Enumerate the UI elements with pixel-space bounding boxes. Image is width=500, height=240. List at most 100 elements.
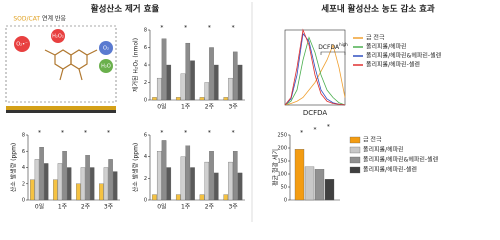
bar (190, 60, 195, 101)
bar (294, 149, 305, 201)
bar (112, 171, 118, 201)
legend-label: 폴리피롤/헤파린&헤파린-셀렌 (366, 52, 442, 60)
bar (324, 179, 335, 201)
bar (237, 64, 243, 101)
bar (190, 167, 195, 201)
bar (156, 77, 162, 101)
molecule-label: H₂O₂ (52, 34, 64, 40)
x-tick-label: 3주 (228, 104, 238, 111)
bar (204, 161, 210, 201)
gate-label-main: DCFDA (318, 44, 340, 51)
significance: * (232, 25, 235, 32)
molecule-icon (99, 59, 113, 73)
histogram-line (284, 32, 346, 106)
y-tick-label: 4 (144, 63, 147, 69)
y-tick-label: 6 (22, 149, 25, 155)
bar (237, 172, 243, 201)
bar (34, 159, 40, 201)
bar (89, 167, 95, 201)
legend-label: 금 전극 (366, 34, 385, 42)
significance: * (208, 130, 211, 137)
gate (320, 51, 346, 55)
histogram-line (284, 43, 346, 106)
x-tick-label: 0일 (157, 103, 166, 111)
bar (199, 97, 205, 101)
y-tick-label: 6 (144, 45, 147, 51)
bar (53, 179, 58, 201)
bar (223, 97, 229, 101)
bar (156, 151, 162, 201)
bar (152, 97, 157, 101)
molecule-label: H₂O (101, 64, 111, 70)
y-axis-label: 평균 형광 세기 (272, 149, 280, 186)
significance: * (84, 130, 87, 137)
x-tick-label: 3주 (228, 204, 238, 211)
y-tick-label: 0 (144, 98, 147, 104)
significance: * (300, 130, 303, 137)
x-tick-label: 2주 (205, 204, 215, 211)
histogram-line (284, 36, 346, 106)
gate-label: DCFDAhigh (318, 42, 348, 51)
y-tick-label: 4 (22, 165, 25, 171)
bar (180, 156, 186, 201)
legend-swatch (349, 146, 361, 154)
schematic-frame (5, 25, 117, 103)
x-tick-label: 1주 (181, 204, 191, 211)
molecule-icon (51, 29, 65, 43)
bar (30, 179, 35, 201)
x-tick-label: 1주 (181, 104, 191, 111)
bar (185, 145, 191, 201)
y-tick-label: 50 (281, 185, 287, 191)
molecule-icon (14, 36, 30, 52)
plot-frame (284, 29, 346, 106)
bar (43, 163, 49, 201)
bar (57, 163, 63, 201)
y-axis-label: 산소 발생량 (ppm) (10, 143, 18, 193)
bar (76, 183, 81, 201)
panel-title: 세포내 활성산소 농도 감소 효과 (321, 4, 435, 15)
page: 활성산소 제거 효율 세포내 활성산소 농도 감소 효과 SOD/CAT 연계 … (5, 2, 442, 222)
legend-swatch (349, 136, 361, 144)
bar (199, 194, 205, 201)
legend-label: 폴리피롤/헤파린 (366, 43, 407, 51)
y-tick-label: 100 (277, 172, 287, 178)
gate-label-sup: high (339, 42, 348, 47)
y-tick-label: 2 (144, 176, 147, 182)
bar (223, 194, 229, 201)
y-tick-label: 2 (144, 80, 147, 86)
bar (39, 147, 44, 201)
molecule (44, 49, 98, 81)
bar (85, 155, 90, 201)
molecule-label: O₂•⁻ (16, 42, 28, 48)
bar (161, 140, 167, 201)
bar (175, 97, 181, 101)
significance: * (314, 127, 317, 134)
legend-label: 폴리피롤/헤파린 (363, 146, 404, 154)
significance: * (327, 124, 330, 131)
y-tick-label: 2 (22, 181, 25, 187)
legend-label: 폴리피롤/헤파린-셀렌 (363, 166, 417, 174)
bar (166, 167, 172, 201)
y-tick-label: 0 (22, 198, 25, 204)
x-tick-label: 1주 (58, 204, 68, 211)
bar (175, 194, 181, 201)
legend-swatch (349, 156, 361, 164)
bar (185, 42, 191, 101)
bar (108, 159, 113, 201)
significance: * (160, 130, 163, 137)
x-tick-label: 2주 (205, 104, 215, 111)
bar (228, 161, 233, 201)
bar (232, 151, 238, 201)
bar (204, 82, 210, 101)
y-axis-label: 산소 발생량 (ppm) (132, 143, 140, 193)
schematic-caption: 연계 반응 (42, 15, 66, 23)
legend-label: 금 전극 (363, 136, 382, 144)
legend-label: 폴리피롤/헤파린&헤파린-셀렌 (363, 156, 439, 164)
bar (180, 73, 186, 101)
y-axis-label: 제거된 H₂O₂ (nmol) (132, 38, 140, 92)
significance: * (232, 130, 235, 137)
significance: * (208, 25, 211, 32)
y-tick-label: 200 (277, 146, 287, 152)
y-tick-label: 6 (144, 133, 147, 139)
bar (304, 166, 315, 201)
